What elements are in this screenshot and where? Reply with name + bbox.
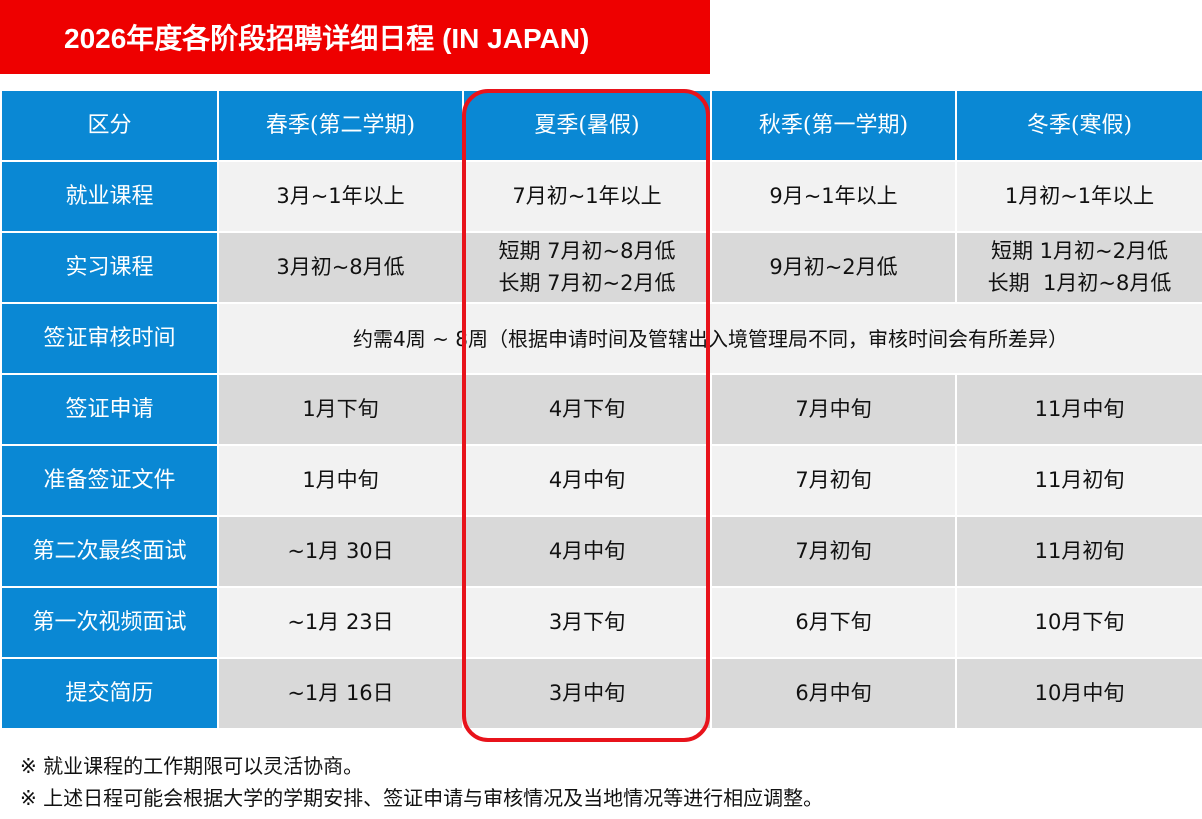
table-row: 准备签证文件 1月中旬 4月中旬 7月初旬 11月初旬	[0, 444, 1202, 517]
table-cell: 6月下旬	[710, 586, 957, 659]
schedule-table: 区分 春季(第二学期) 夏季(暑假) 秋季(第一学期) 冬季(寒假) 就业课程 …	[0, 89, 1202, 730]
table-header-row: 区分 春季(第二学期) 夏季(暑假) 秋季(第一学期) 冬季(寒假)	[0, 89, 1202, 162]
row-label: 签证申请	[0, 373, 219, 446]
cell-line: 长期 7月初~2月低	[498, 270, 676, 295]
table-cell: 4月下旬	[462, 373, 712, 446]
footnote: ※ 就业课程的工作期限可以灵活协商。	[20, 754, 364, 778]
row-label: 第一次视频面试	[0, 586, 219, 659]
table-cell: 7月中旬	[710, 373, 957, 446]
table-cell: 11月初旬	[955, 515, 1202, 588]
header-winter: 冬季(寒假)	[955, 89, 1202, 162]
row-label: 提交简历	[0, 657, 219, 730]
table-cell: 4月中旬	[462, 444, 712, 517]
table-row: 第二次最终面试 ~1月 30日 4月中旬 7月初旬 11月初旬	[0, 515, 1202, 588]
table-cell: 1月下旬	[217, 373, 464, 446]
header-category: 区分	[0, 89, 219, 162]
table-cell: 1月中旬	[217, 444, 464, 517]
table-cell: 3月~1年以上	[217, 160, 464, 233]
table-cell: 3月中旬	[462, 657, 712, 730]
table-cell: 10月中旬	[955, 657, 1202, 730]
table-cell: 1月初~1年以上	[955, 160, 1202, 233]
row-label: 准备签证文件	[0, 444, 219, 517]
table-row: 第一次视频面试 ~1月 23日 3月下旬 6月下旬 10月下旬	[0, 586, 1202, 659]
header-spring: 春季(第二学期)	[217, 89, 464, 162]
table-cell: 3月下旬	[462, 586, 712, 659]
row-label: 就业课程	[0, 160, 219, 233]
table-row: 就业课程 3月~1年以上 7月初~1年以上 9月~1年以上 1月初~1年以上	[0, 160, 1202, 233]
table-row: 签证申请 1月下旬 4月下旬 7月中旬 11月中旬	[0, 373, 1202, 446]
table-row: 提交简历 ~1月 16日 3月中旬 6月中旬 10月中旬	[0, 657, 1202, 730]
page-title-text: 2026年度各阶段招聘详细日程 (IN JAPAN)	[64, 23, 590, 54]
header-autumn: 秋季(第一学期)	[710, 89, 957, 162]
table-cell: 短期 7月初~8月低 长期 7月初~2月低	[462, 231, 712, 304]
table-cell: ~1月 30日	[217, 515, 464, 588]
page-title: 2026年度各阶段招聘详细日程 (IN JAPAN)	[0, 0, 710, 74]
row-label: 第二次最终面试	[0, 515, 219, 588]
table-cell: 10月下旬	[955, 586, 1202, 659]
cell-line: 长期 1月初~8月低	[987, 270, 1172, 295]
table-cell: 7月初旬	[710, 444, 957, 517]
table-cell: 11月初旬	[955, 444, 1202, 517]
table-cell: 短期 1月初~2月低 长期 1月初~8月低	[955, 231, 1202, 304]
table-cell: 11月中旬	[955, 373, 1202, 446]
table-row: 实习课程 3月初~8月低 短期 7月初~8月低 长期 7月初~2月低 9月初~2…	[0, 231, 1202, 304]
cell-line: 短期 1月初~2月低	[991, 239, 1168, 263]
header-summer: 夏季(暑假)	[462, 89, 712, 162]
table-cell: ~1月 16日	[217, 657, 464, 730]
visa-review-merged-cell: 约需4周 ~ 8周（根据申请时间及管辖出入境管理局不同，审核时间会有所差异）	[217, 302, 1202, 375]
table-cell: 4月中旬	[462, 515, 712, 588]
table-cell: 9月初~2月低	[710, 231, 957, 304]
table-cell: 9月~1年以上	[710, 160, 957, 233]
footnote: ※ 上述日程可能会根据大学的学期安排、签证申请与审核情况及当地情况等进行相应调整…	[20, 786, 824, 810]
table-cell: 7月初旬	[710, 515, 957, 588]
table-cell: ~1月 23日	[217, 586, 464, 659]
table-cell: 6月中旬	[710, 657, 957, 730]
footnotes: ※ 就业课程的工作期限可以灵活协商。 ※ 上述日程可能会根据大学的学期安排、签证…	[20, 750, 823, 814]
table-row: 签证审核时间 约需4周 ~ 8周（根据申请时间及管辖出入境管理局不同，审核时间会…	[0, 302, 1202, 375]
table-cell: 7月初~1年以上	[462, 160, 712, 233]
table-cell: 3月初~8月低	[217, 231, 464, 304]
row-label: 签证审核时间	[0, 302, 219, 375]
row-label: 实习课程	[0, 231, 219, 304]
cell-line: 短期 7月初~8月低	[498, 239, 676, 263]
